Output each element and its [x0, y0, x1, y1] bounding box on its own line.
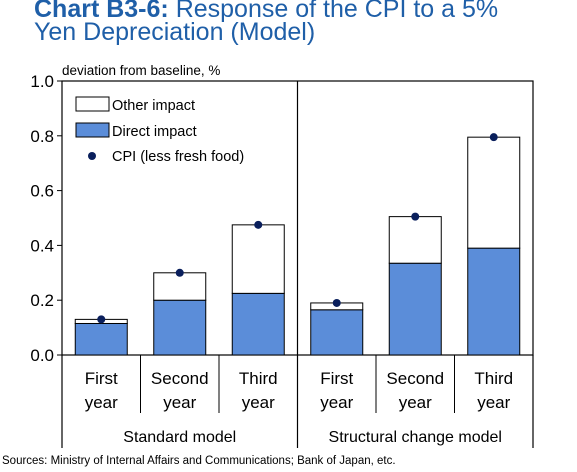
unit-label: deviation from baseline, % [62, 63, 220, 78]
category-label-line1: Third [239, 369, 278, 388]
bar-other-impact [467, 136, 521, 249]
title-prefix: Chart B3-6: [34, 0, 169, 23]
bar-direct-impact [153, 299, 207, 356]
legend-marker-cpi [88, 152, 96, 160]
bar-direct-impact [231, 292, 285, 356]
category-label-line2: year [163, 393, 196, 412]
category-label-line1: Second [151, 369, 209, 388]
category-label-line1: Third [474, 369, 513, 388]
bar-other-impact [388, 216, 442, 264]
bar-direct-impact [467, 247, 521, 356]
y-tick-label: 0.6 [30, 182, 54, 201]
category-label-line1: Second [386, 369, 444, 388]
y-tick-label: 1.0 [30, 72, 54, 91]
cpi-point [332, 298, 341, 307]
group-label: Standard model [123, 429, 236, 446]
y-tick-label: 0.0 [30, 346, 54, 365]
bar-direct-impact [310, 309, 364, 356]
bar-other-impact [231, 224, 285, 294]
category-label-line2: year [85, 393, 118, 412]
legend-swatch-direct [75, 122, 110, 138]
y-tick-label: 0.4 [30, 236, 54, 255]
sources-note: Sources: Ministry of Internal Affairs an… [2, 455, 396, 467]
y-tick-label: 0.2 [30, 291, 54, 310]
cpi-point [254, 220, 263, 229]
bar-direct-impact [388, 262, 442, 356]
bar-other-impact [153, 272, 207, 301]
group-label: Structural change model [329, 429, 502, 446]
category-label-line2: year [242, 393, 275, 412]
legend-swatch-other [75, 96, 110, 112]
y-tick-label: 0.8 [30, 127, 54, 146]
category-label-line1: First [85, 369, 118, 388]
cpi-point [411, 212, 420, 221]
category-label-line2: year [399, 393, 432, 412]
legend-label-direct: Direct impact [112, 124, 197, 140]
title-line2: Yen Depreciation (Model) [34, 18, 316, 46]
category-label-line1: First [320, 369, 353, 388]
cpi-point [175, 268, 184, 277]
category-label-line2: year [477, 393, 510, 412]
bar-direct-impact [74, 322, 128, 356]
chart-title: Chart B3-6: Response of the CPI to a 5% … [34, 0, 574, 46]
cpi-point [97, 315, 106, 324]
cpi-point [489, 133, 498, 142]
title-line1: Response of the CPI to a 5% [168, 0, 499, 23]
category-label-line2: year [320, 393, 353, 412]
legend-label-cpi: CPI (less fresh food) [112, 149, 244, 165]
legend-label-other: Other impact [112, 98, 195, 114]
